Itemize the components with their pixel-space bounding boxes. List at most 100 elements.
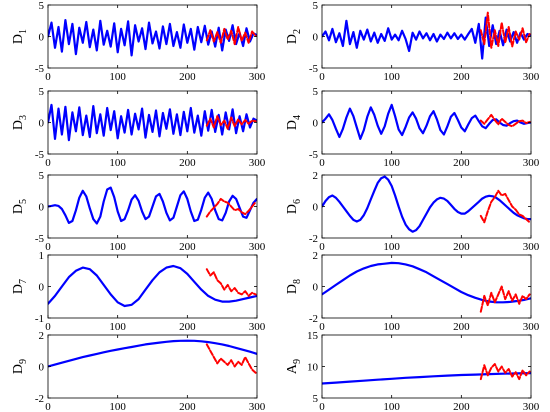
a9-ylabel-subscript: 9 (292, 359, 303, 364)
d3-forecast-line (205, 115, 257, 130)
d8-ytick-label: 0 (313, 282, 319, 294)
d9-forecast-line (205, 343, 257, 374)
d6-ylabel-letter: D (285, 204, 300, 214)
d7-xtick-label: 300 (249, 321, 266, 333)
d1-xtick-label: 200 (179, 71, 196, 83)
d2-xtick-label: 300 (523, 71, 540, 83)
d7-ytick-label: 1 (39, 250, 45, 262)
a9-xtick-label: 100 (383, 401, 400, 412)
d7-original-line (48, 264, 257, 308)
d4-ytick-label: -5 (309, 149, 319, 161)
d6-xtick-label: 100 (383, 241, 400, 253)
d2-xtick-label: 0 (319, 71, 325, 83)
d5-original-line (48, 186, 257, 225)
d4-xtick-label: 200 (453, 157, 470, 169)
d9-ylabel: D9 (11, 359, 29, 374)
d7-ylabel-subscript: 7 (18, 279, 29, 284)
d1-forecast-line (205, 26, 257, 46)
d7-xtick-label: 100 (109, 321, 126, 333)
d2-ytick-label: -5 (309, 63, 319, 75)
d4-forecast-line (479, 113, 531, 128)
d2-original-line (322, 16, 531, 60)
d9-ytick-label: -2 (35, 393, 44, 405)
d3-xtick-label: 0 (45, 157, 51, 169)
d2-ylabel-letter: D (285, 34, 300, 44)
d9-xtick-label: 300 (249, 401, 266, 412)
d4-xtick-label: 100 (383, 157, 400, 169)
d9-ylabel-letter: D (11, 364, 26, 374)
a9-xtick-label: 0 (319, 401, 325, 412)
d4-ylabel-letter: D (285, 120, 300, 130)
d2-xtick-label: 200 (453, 71, 470, 83)
d3-xtick-label: 200 (179, 157, 196, 169)
d7-ylabel: D7 (11, 279, 29, 294)
d7-ytick-label: -1 (35, 313, 44, 325)
d4-xtick-label: 0 (319, 157, 325, 169)
d8-ytick-label: 2 (313, 250, 319, 262)
d4-original-line (322, 103, 531, 140)
d4-ytick-label: 0 (313, 118, 319, 130)
d7-xtick-label: 0 (45, 321, 51, 333)
d8-ylabel-letter: D (285, 284, 300, 294)
d3-ytick-label: -5 (35, 149, 45, 161)
d2-ytick-label: 0 (313, 32, 319, 44)
d1-ylabel: D1 (11, 29, 29, 44)
d8-ylabel: D8 (285, 279, 303, 294)
d5-xtick-label: 100 (109, 241, 126, 253)
d1-xtick-label: 100 (109, 71, 126, 83)
d8-xtick-label: 300 (523, 321, 540, 333)
d2-ylabel-subscript: 2 (292, 29, 303, 34)
d1-ytick-label: 5 (39, 0, 45, 12)
d7-ytick-label: 0 (39, 282, 45, 294)
a9-ylabel-letter: A (285, 363, 300, 374)
d1-original-line (48, 19, 257, 57)
d1-ytick-label: -5 (35, 63, 45, 75)
a9-forecast-line (479, 363, 531, 381)
d6-ylabel-subscript: 6 (292, 199, 303, 204)
d3-ytick-label: 0 (39, 118, 45, 130)
d5-ytick-label: 5 (39, 170, 45, 182)
d3-xtick-label: 100 (109, 157, 126, 169)
a9-xtick-label: 300 (523, 401, 540, 412)
d2-ylabel: D2 (285, 29, 303, 44)
d2-ytick-label: 5 (313, 0, 319, 12)
a9-ytick-label: 15 (307, 330, 319, 342)
d5-xtick-label: 300 (249, 241, 266, 253)
d7-forecast-line (205, 268, 257, 297)
d3-ytick-label: 5 (39, 86, 45, 98)
d3-ylabel-subscript: 3 (18, 115, 29, 120)
d9-xtick-label: 100 (109, 401, 126, 412)
d6-xtick-label: 300 (523, 241, 540, 253)
a9-original-line (322, 372, 531, 385)
d2-xtick-label: 100 (383, 71, 400, 83)
d1-ylabel-letter: D (11, 34, 26, 44)
d9-original-line (48, 339, 257, 368)
d1-ylabel-subscript: 1 (18, 29, 29, 34)
a9-xtick-label: 200 (453, 401, 470, 412)
d8-ytick-label: -2 (309, 313, 318, 325)
d6-forecast-line (479, 189, 531, 224)
d6-ytick-label: 0 (313, 202, 319, 214)
d7-xtick-label: 200 (179, 321, 196, 333)
d8-ylabel-subscript: 8 (292, 279, 303, 284)
d5-ylabel: D5 (11, 199, 29, 214)
d1-xtick-label: 300 (249, 71, 266, 83)
panel-a9: 0 100 200 300 5 10 15 A9 (285, 330, 540, 412)
d4-ylabel: D4 (285, 115, 303, 130)
d1-ytick-label: 0 (39, 32, 45, 44)
d3-ylabel-letter: D (11, 120, 26, 130)
d3-xtick-label: 300 (249, 157, 266, 169)
d8-xtick-label: 0 (319, 321, 325, 333)
d8-xtick-label: 100 (383, 321, 400, 333)
d3-original-line (48, 103, 257, 142)
